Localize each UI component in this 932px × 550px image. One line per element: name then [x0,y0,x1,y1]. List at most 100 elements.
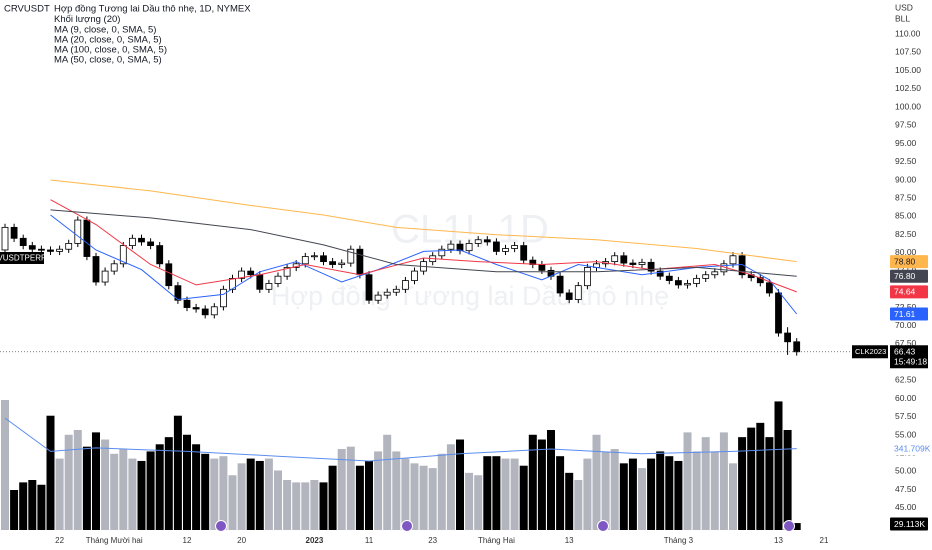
volume-bar [492,456,501,530]
y-tick-label: 80.00 [895,247,917,257]
volume-bar [173,415,182,530]
candle-body [47,249,54,252]
volume-bar [692,451,701,530]
volume-bar [92,432,100,530]
legend: CRVUSDT Hợp đồng Tương lai Dầu thô nhẹ, … [4,4,251,66]
volume-bar [674,460,683,530]
candle-body [28,245,36,250]
volume-bar [619,463,628,530]
volume-bar [483,456,492,530]
volume-bar [346,446,355,530]
candle-body [320,255,327,263]
legend-entry: Khối lượng (20) [54,14,120,25]
volume-bar [747,427,756,530]
volume-bar [337,449,346,530]
legend-entry: MA (20, close, 0, SMA, 5) [54,35,162,46]
y-tick-label: 50.00 [895,466,917,476]
volume-bar [446,444,455,530]
x-tick-label: 2023 [306,536,324,545]
volume-bar [501,458,510,530]
candle-body [101,270,109,283]
candle-body [665,275,673,281]
event-icon[interactable] [783,520,795,532]
ma-last-label: 78.80 [894,256,916,266]
candle-body [83,219,91,257]
y-tick-label: 110.00 [895,29,921,39]
candle-body [38,248,45,251]
event-icon[interactable] [401,520,413,532]
volume-bar [792,523,801,530]
volume-bar [738,437,747,530]
volume-bar [183,434,191,530]
candle-body [274,275,282,284]
volume-bar [410,463,419,530]
x-tick-label: Tháng Mười hai [86,536,143,545]
candle-body [438,248,446,257]
candle-body [374,294,382,301]
volume-bar [510,458,519,530]
candle-body [702,274,710,279]
candle-body [283,267,291,277]
y-tick-label: 90.00 [895,174,917,184]
y-tick-label: 57.50 [895,411,917,421]
volume-bar [719,432,728,530]
x-tick-label: 12 [183,536,192,545]
currency: USD [895,2,913,12]
y-tick-label: 82.50 [895,229,917,239]
volume-bar [246,458,255,530]
volume-bar [665,456,674,530]
candle-body [647,261,655,272]
volume-bar [592,434,601,530]
candle-body [219,288,227,308]
volume-bar [401,458,410,530]
volume-bar [1,400,9,530]
volume-bar [146,451,155,530]
volume-ma-line [4,417,797,462]
y-tick-label: 67.50 [895,338,917,348]
volume-bar [274,470,282,530]
volume-bar [610,449,619,530]
ma-last-label: 74.64 [894,287,916,297]
volume-bar [355,465,364,530]
volume-bar [46,415,55,530]
candle-body [411,270,418,281]
volume-bar [474,475,483,530]
candle-body [365,274,373,301]
candle-body [383,291,391,296]
volume-bar [283,480,292,530]
candle-body [210,306,218,316]
candle-body [729,255,737,265]
volume-ma-label-box [890,442,928,456]
volume-bar [565,472,574,530]
candle-body [65,243,73,250]
close-tag: CLK2023 [855,347,886,356]
candle-body [711,271,719,276]
chart-title: Hợp đồng Tương lai Dầu thô nhẹ, 1D, NYME… [54,4,251,15]
volume-bar [73,430,82,530]
y-tick-label: 45.00 [895,502,917,512]
volume-bar [683,432,692,530]
candle-body [474,239,482,244]
event-icon[interactable] [215,520,227,532]
volume-last-label-box [890,517,928,531]
candle-body [738,255,746,276]
candle-body [110,263,118,272]
candle-body [119,245,127,265]
candle-body [338,262,346,265]
volume-bar [756,422,765,530]
volume-bar [547,430,555,530]
candle-body [156,245,164,265]
ma-last-label-box [890,269,928,283]
candle-body [611,255,619,263]
candle-body [584,267,591,287]
x-tick-label: 20 [237,536,246,545]
volume-bar [328,465,337,530]
volume-bar [82,446,91,530]
volume-bar [155,444,164,530]
x-tick-label: Tháng Hai [478,536,515,545]
volume-bar [55,458,64,530]
candle-body [675,280,682,286]
candle-body [165,263,173,287]
event-icon[interactable] [597,520,609,532]
